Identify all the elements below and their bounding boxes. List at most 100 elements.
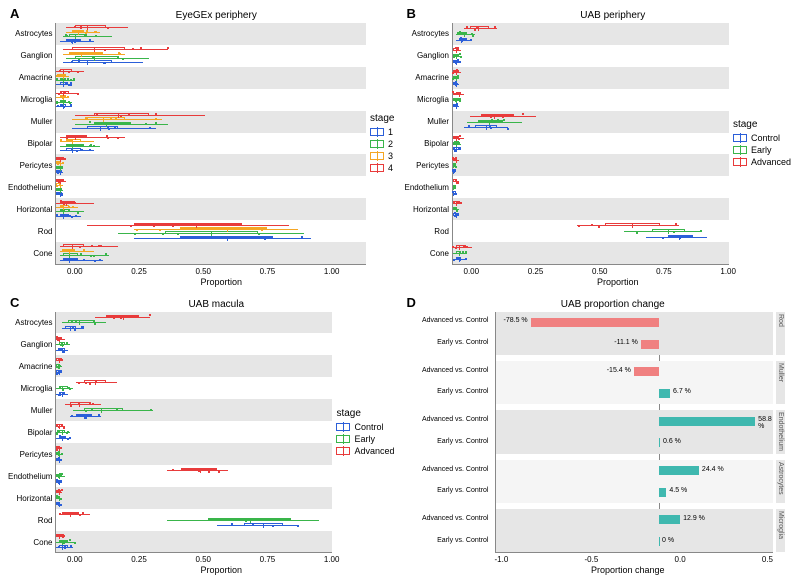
- data-point: [490, 114, 492, 116]
- data-point: [159, 229, 161, 231]
- data-point: [114, 127, 116, 129]
- data-point: [455, 193, 457, 195]
- legend-item: 1: [370, 127, 394, 137]
- data-point: [453, 70, 455, 72]
- group-side-label: Rod: [776, 312, 785, 355]
- panel-letter: C: [10, 295, 19, 310]
- row-band: [56, 67, 366, 89]
- data-point: [177, 233, 179, 235]
- bar-y-label: Early vs. Control: [402, 339, 492, 346]
- data-point: [82, 326, 84, 328]
- plot-area: [55, 23, 366, 265]
- data-point: [58, 502, 60, 504]
- data-point: [476, 27, 478, 29]
- x-tick-label: 0.00: [464, 267, 480, 276]
- x-axis-label: Proportion: [8, 277, 395, 287]
- box-median: [100, 126, 101, 131]
- data-point: [458, 142, 460, 144]
- plot-area: [55, 312, 332, 554]
- x-tick-label: 0.00: [67, 555, 83, 564]
- data-point: [459, 31, 461, 33]
- y-tick-label: Microglia: [405, 95, 449, 104]
- x-tick-label: -1.0: [495, 555, 509, 564]
- legend-item: 4: [370, 163, 394, 173]
- data-point: [59, 184, 61, 186]
- data-point: [89, 149, 91, 151]
- data-point: [56, 78, 58, 80]
- x-tick-label: -0.5: [585, 555, 599, 564]
- data-point: [81, 149, 83, 151]
- box-median: [81, 52, 82, 57]
- data-point: [64, 547, 66, 549]
- data-point: [66, 35, 68, 37]
- data-point: [455, 62, 457, 64]
- bar: [659, 417, 755, 426]
- data-point: [470, 39, 472, 41]
- data-point: [297, 525, 299, 527]
- box-median: [63, 69, 64, 74]
- y-tick-label: Cone: [8, 249, 52, 258]
- data-point: [58, 482, 60, 484]
- data-point: [465, 251, 467, 253]
- data-point: [64, 92, 66, 94]
- data-point: [62, 393, 64, 395]
- box-median: [75, 34, 76, 39]
- y-tick-label: Astrocytes: [8, 318, 52, 327]
- box-median: [69, 253, 70, 258]
- data-point: [62, 389, 64, 391]
- data-point: [116, 409, 118, 411]
- group-side-label: Muller: [776, 361, 785, 404]
- data-point: [80, 253, 82, 255]
- y-tick-label: Microglia: [8, 384, 52, 393]
- box-median: [62, 430, 63, 435]
- data-point: [636, 232, 638, 234]
- data-point: [57, 459, 59, 461]
- x-tick-label: 0.25: [131, 555, 147, 564]
- data-point: [60, 480, 62, 482]
- y-tick-label: Bipolar: [8, 428, 52, 437]
- data-point: [104, 49, 106, 51]
- legend-swatch: [370, 164, 384, 172]
- data-point: [79, 514, 81, 516]
- y-tick-label: Horizontal: [8, 205, 52, 214]
- box-median: [78, 30, 79, 35]
- data-point: [117, 56, 119, 58]
- legend-label: Control: [354, 422, 383, 432]
- y-tick-label: Bipolar: [8, 139, 52, 148]
- bar: [634, 367, 659, 376]
- data-point: [454, 212, 456, 214]
- y-tick-label: Endothelium: [8, 183, 52, 192]
- legend-swatch: [336, 447, 350, 455]
- legend-swatch: [370, 128, 384, 136]
- y-tick-label: Muller: [405, 117, 449, 126]
- x-tick-label: 1.00: [324, 267, 340, 276]
- data-point: [70, 405, 72, 407]
- legend-item: Early: [336, 434, 394, 444]
- data-point: [63, 542, 65, 544]
- legend-item: Advanced: [336, 446, 394, 456]
- data-point: [68, 71, 70, 73]
- data-point: [65, 513, 67, 515]
- bar-y-label: Early vs. Control: [402, 487, 492, 494]
- box-median: [486, 125, 487, 130]
- box-median: [227, 227, 228, 232]
- data-point: [61, 453, 63, 455]
- data-point: [63, 74, 65, 76]
- x-tick-label: 0.50: [195, 555, 211, 564]
- legend-swatch: [336, 435, 350, 443]
- legend-swatch: [370, 152, 384, 160]
- data-point: [272, 525, 274, 527]
- data-point: [78, 58, 80, 60]
- data-point: [89, 145, 91, 147]
- row-band: [56, 242, 366, 264]
- legend: stageControlEarlyAdvanced: [336, 312, 394, 554]
- data-point: [591, 224, 593, 226]
- box-median: [94, 47, 95, 52]
- x-tick-label: 1.00: [720, 267, 736, 276]
- data-point: [98, 414, 100, 416]
- box-iqr: [94, 122, 131, 125]
- data-point: [92, 56, 94, 58]
- panel-c: CUAB maculaAstrocytesGanglionAmacrineMic…: [8, 297, 395, 576]
- data-point: [457, 54, 459, 56]
- data-point: [260, 237, 262, 239]
